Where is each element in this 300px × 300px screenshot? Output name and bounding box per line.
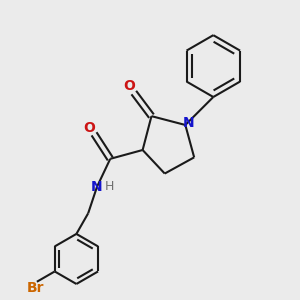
Text: O: O [83,121,95,135]
Text: N: N [91,180,103,194]
Text: H: H [105,180,114,193]
Text: O: O [124,79,135,93]
Text: N: N [183,116,195,130]
Text: Br: Br [27,281,44,295]
